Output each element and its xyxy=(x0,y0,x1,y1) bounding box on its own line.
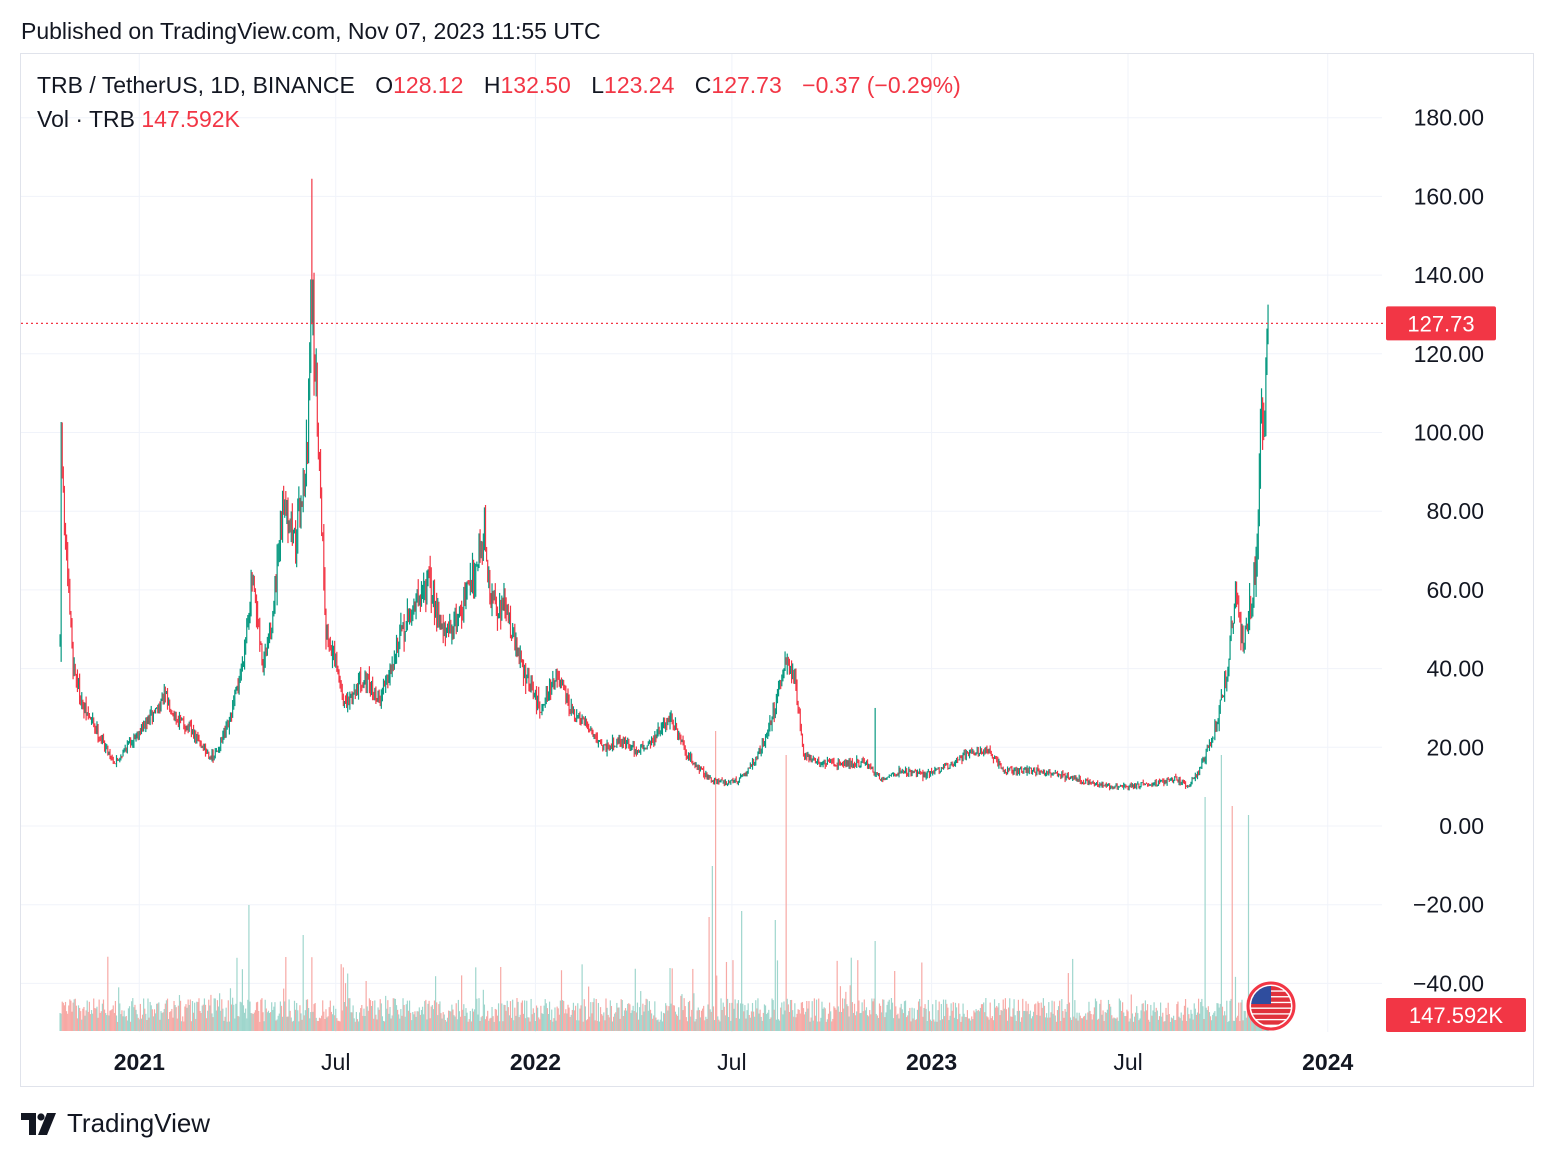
y-tick-label: 80.00 xyxy=(1426,498,1484,524)
x-tick-label: 2023 xyxy=(906,1049,957,1075)
axis-badges: 127.73 147.592K xyxy=(1386,306,1526,1032)
symbol-title[interactable]: TRB / TetherUS, 1D, BINANCE xyxy=(37,72,355,98)
y-tick-label: 160.00 xyxy=(1414,183,1484,209)
chart-frame xyxy=(20,53,1534,1087)
last-volume-badge xyxy=(1386,998,1526,1032)
open-value: 128.12 xyxy=(393,72,464,98)
open-label: O xyxy=(375,72,394,98)
y-tick-label: 120.00 xyxy=(1414,341,1484,367)
x-tick-label: 2021 xyxy=(114,1049,165,1075)
y-tick-label: 140.00 xyxy=(1414,262,1484,288)
footer-brand[interactable]: TradingView xyxy=(21,1108,210,1139)
y-tick-label: −20.00 xyxy=(1413,892,1484,918)
close-value: 127.73 xyxy=(711,72,782,98)
y-tick-label: 60.00 xyxy=(1426,577,1484,603)
change-value: −0.37 (−0.29%) xyxy=(802,72,961,98)
x-tick-label: Jul xyxy=(321,1049,350,1075)
time-axis: 2021 Jul 2022 Jul 2023 Jul 2024 xyxy=(114,1049,1354,1075)
x-tick-label: Jul xyxy=(717,1049,746,1075)
y-tick-label: 180.00 xyxy=(1414,105,1484,131)
volume-value: 147.592K xyxy=(141,106,240,132)
volume-legend: Vol · TRB 147.592K xyxy=(37,106,240,133)
published-caption: Published on TradingView.com, Nov 07, 20… xyxy=(21,18,601,44)
last-price-badge-label: 127.73 xyxy=(1407,311,1474,336)
x-tick-label: 2022 xyxy=(510,1049,561,1075)
volume-bars xyxy=(59,731,1269,1031)
high-label: H xyxy=(483,72,501,98)
footer-brand-label: TradingView xyxy=(67,1108,211,1138)
grid-lines xyxy=(21,54,1382,1032)
tradingview-logo-icon xyxy=(21,1112,56,1135)
last-price-badge xyxy=(1386,306,1496,341)
y-tick-label: 0.00 xyxy=(1439,813,1484,839)
y-tick-label: 100.00 xyxy=(1414,420,1484,446)
symbol-legend: TRB / TetherUS, 1D, BINANCE O128.12 H132… xyxy=(37,72,961,99)
y-tick-label: −40.00 xyxy=(1413,970,1484,996)
price-axis: 180.00 160.00 140.00 120.00 100.00 80.00 60.00… xyxy=(1413,105,1484,997)
x-tick-label: Jul xyxy=(1113,1049,1142,1075)
last-volume-badge-label: 147.592K xyxy=(1409,1003,1504,1028)
us-flag-icon[interactable] xyxy=(1246,981,1296,1031)
low-label: L xyxy=(591,72,605,98)
high-value: 132.50 xyxy=(500,72,571,98)
y-tick-label: 20.00 xyxy=(1426,734,1484,760)
y-tick-label: 40.00 xyxy=(1426,656,1484,682)
close-label: C xyxy=(694,72,712,98)
volume-label[interactable]: Vol · TRB xyxy=(37,106,135,132)
low-value: 123.24 xyxy=(604,72,675,98)
x-tick-label: 2024 xyxy=(1302,1049,1353,1075)
candlesticks xyxy=(59,178,1269,791)
